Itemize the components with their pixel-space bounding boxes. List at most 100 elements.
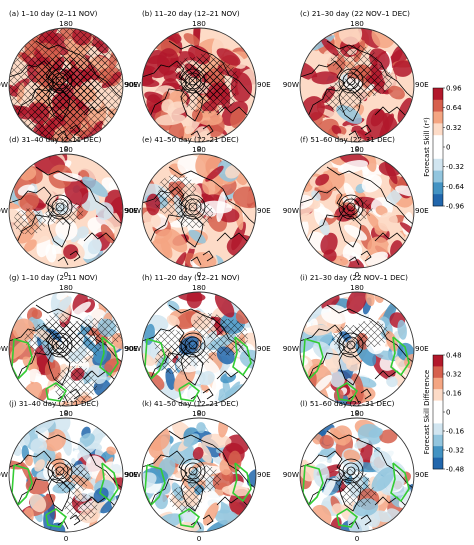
lon-label-90w: 90W <box>125 344 141 353</box>
skill-field <box>9 292 123 406</box>
panel-title: (b) 11–20 day (12–21 NOV) <box>142 9 240 18</box>
lon-label-90e: 90E <box>257 344 271 353</box>
colorbar-swatch <box>433 158 443 171</box>
lon-label-180: 180 <box>59 283 73 292</box>
panel-title: (a) 1–10 day (2–11 NOV) <box>9 9 98 18</box>
colorbar-swatch <box>433 400 443 413</box>
skill-field <box>9 154 123 268</box>
colorbar-tick-label: 0.32 <box>446 371 462 379</box>
lon-label-0: 0 <box>197 408 202 417</box>
map-boundary <box>8 27 124 143</box>
colorbar-swatch <box>433 170 443 183</box>
panel-title: (j) 31–40 day (2–11 DEC) <box>9 399 99 408</box>
lon-label-180: 180 <box>192 409 206 418</box>
panel-title: (k) 41–50 day (12–21 DEC) <box>142 399 239 408</box>
colorbar-swatch <box>433 366 443 379</box>
lon-label-90w: 90W <box>283 344 299 353</box>
colorbar-swatch <box>433 147 443 160</box>
map-boundary <box>141 27 257 143</box>
map-boundary <box>299 153 415 269</box>
skill-field <box>142 418 256 532</box>
lon-label-0: 0 <box>64 270 69 279</box>
colorbar-swatch <box>433 355 443 367</box>
panel-title: (d) 31–40 day (2–11 DEC) <box>9 135 102 144</box>
lon-label-90w: 90W <box>0 206 8 215</box>
map-boundary <box>141 417 257 533</box>
colorbar-forecast-skill: 0.96 0.64 0.32 0 -0.32 -0.64 -0.96 Forecast Ski… <box>423 85 465 211</box>
lon-label-0: 0 <box>197 144 202 153</box>
lon-label-180: 180 <box>350 19 364 28</box>
lon-label-0: 0 <box>197 534 202 543</box>
lon-label-90e: 90E <box>257 206 271 215</box>
lon-label-180: 180 <box>192 145 206 154</box>
skill-field <box>300 418 414 532</box>
colorbar-label: Forecast Skill (r²) <box>423 117 431 177</box>
lon-label-180: 180 <box>192 283 206 292</box>
lon-label-90w: 90W <box>125 470 141 479</box>
colorbar-swatch <box>433 194 443 207</box>
coastline <box>300 304 414 404</box>
colorbar-swatch <box>433 412 443 424</box>
lon-label-0: 0 <box>355 270 360 279</box>
colorbar-tick-label: -0.64 <box>446 183 465 191</box>
panel-title: (i) 21–30 day (22 NOV–1 DEC) <box>300 273 408 282</box>
map-boundary <box>8 417 124 533</box>
lon-label-180: 180 <box>350 145 364 154</box>
lon-label-180: 180 <box>59 19 73 28</box>
lon-label-90e: 90E <box>257 470 271 479</box>
lon-label-0: 0 <box>64 144 69 153</box>
lon-label-0: 0 <box>355 144 360 153</box>
colorbar-swatch <box>433 389 443 401</box>
panel-title: (f) 51–60 day (22–31 DEC) <box>300 135 395 144</box>
map-boundary <box>141 153 257 269</box>
colorbar-tick-label: -0.32 <box>446 447 464 455</box>
skill-field <box>142 28 256 142</box>
lon-label-90w: 90W <box>283 206 299 215</box>
lon-label-90e: 90E <box>415 470 429 479</box>
lon-label-180: 180 <box>350 283 364 292</box>
lon-label-90w: 90W <box>0 470 8 479</box>
lon-label-90w: 90W <box>0 344 8 353</box>
colorbar-swatch <box>433 99 443 112</box>
map-boundary <box>141 291 257 407</box>
colorbar-swatch <box>433 446 443 458</box>
coastline <box>142 166 256 266</box>
skill-field <box>300 154 414 268</box>
colorbar-swatch <box>433 377 443 390</box>
colorbar-forecast-skill-difference: 0.48 0.32 0.16 0 -0.16 -0.32 -0.48 Forecast Ski… <box>423 352 465 474</box>
colorbar-tick-label: -0.32 <box>446 163 464 171</box>
colorbar-label: Forecast Skill Difference <box>423 370 431 455</box>
panel-title: (c) 21–30 day (22 NOV–1 DEC) <box>300 9 410 18</box>
lon-label-90w: 90W <box>0 80 8 89</box>
lon-label-90e: 90E <box>415 80 429 89</box>
lon-label-180: 180 <box>59 145 73 154</box>
colorbar-tick-label: -0.16 <box>446 428 465 436</box>
coastline <box>9 166 123 266</box>
panel-title: (l) 51–60 day (22–31 DEC) <box>300 399 395 408</box>
panel-title: (e) 41–50 day (12–21 DEC) <box>142 135 239 144</box>
map-boundary <box>299 417 415 533</box>
lon-label-180: 180 <box>350 409 364 418</box>
colorbar-tick-label: 0.64 <box>446 104 462 112</box>
colorbar-tick-label: 0 <box>446 409 450 417</box>
lon-label-90w: 90W <box>283 470 299 479</box>
skill-field <box>142 292 256 406</box>
lon-label-180: 180 <box>59 409 73 418</box>
skill-field <box>9 418 123 532</box>
colorbar-swatch <box>433 182 443 195</box>
lon-label-90e: 90E <box>124 206 138 215</box>
lon-label-0: 0 <box>197 270 202 279</box>
colorbar-swatch <box>433 135 443 148</box>
lon-label-0: 0 <box>64 534 69 543</box>
